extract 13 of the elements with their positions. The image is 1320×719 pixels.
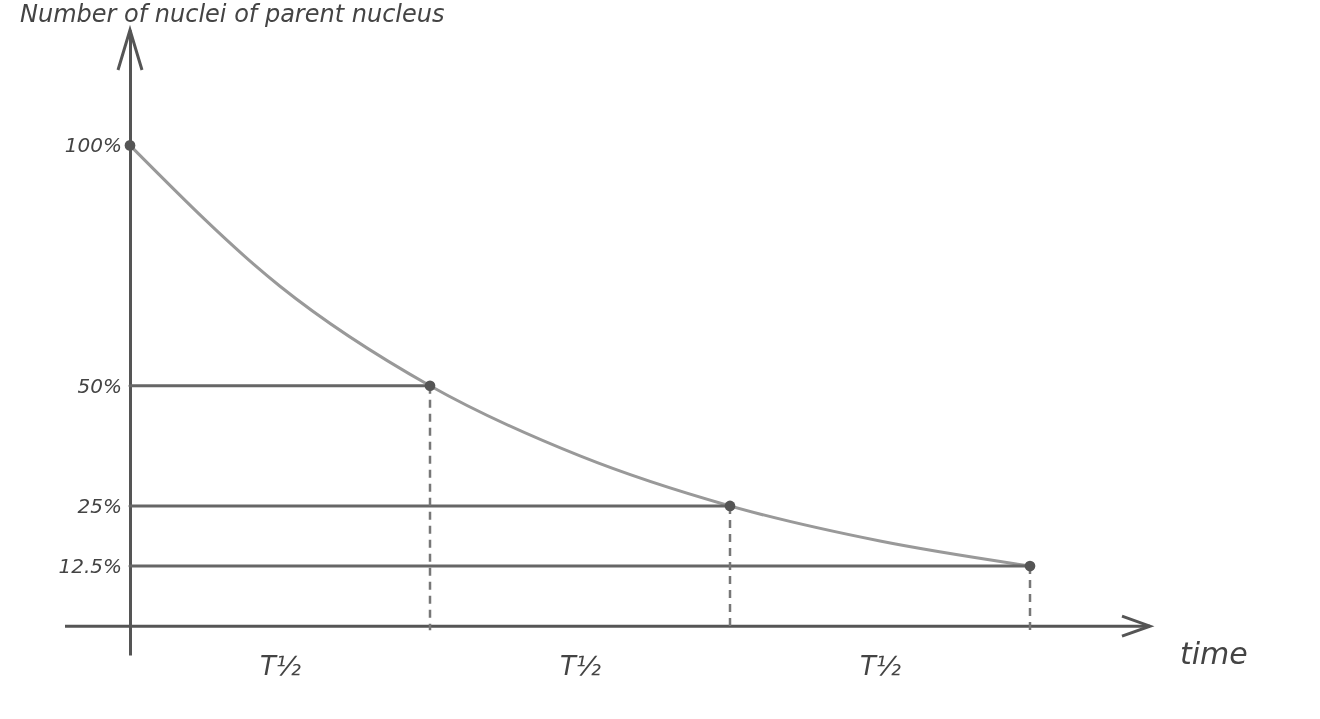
y-tick-label: 50% xyxy=(77,373,122,398)
y-tick-label: 12.5% xyxy=(58,553,122,578)
y-tick-label: 25% xyxy=(77,493,122,518)
x-tick-label: T½ xyxy=(859,650,902,681)
chart-title: Number of nuclei of parent nucleus xyxy=(20,0,445,28)
point xyxy=(424,380,436,392)
point xyxy=(1024,560,1036,572)
x-axis-title: time xyxy=(1180,636,1248,672)
x-tick-label: T½ xyxy=(559,650,602,681)
x-tick-label: T½ xyxy=(259,650,302,681)
y-tick-label: 100% xyxy=(64,133,122,158)
point xyxy=(124,140,136,151)
point xyxy=(724,500,736,512)
